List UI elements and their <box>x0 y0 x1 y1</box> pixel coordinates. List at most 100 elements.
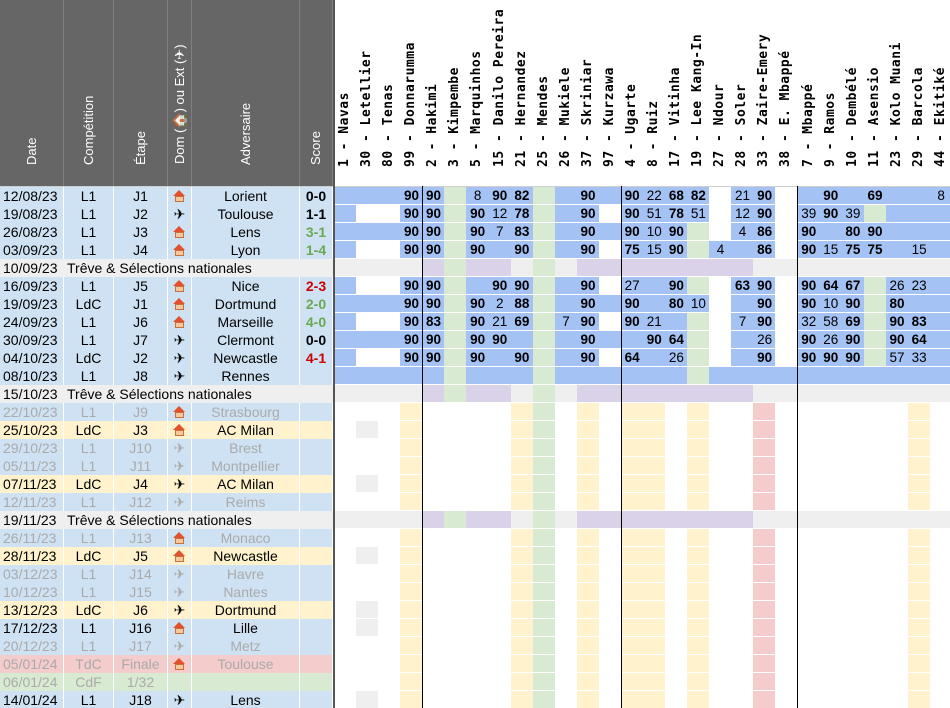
player-header[interactable]: 26 - Mukiele <box>554 0 577 186</box>
venue-cell[interactable]: ✈ <box>168 493 192 511</box>
player-header[interactable]: 37 - Skriniar <box>576 0 599 186</box>
player-header[interactable]: 23 - Kolo Muani <box>885 0 908 186</box>
venue-cell[interactable] <box>168 241 192 259</box>
match-row[interactable]: 04/10/23 LdC J2 ✈ Newcastle 4-1 90 90 90 90 90 64 26… <box>0 349 950 367</box>
match-row[interactable]: 19/08/23 L1 J2 ✈ Toulouse 1-1 90 90 90 12 78 90 90 51… <box>0 205 950 223</box>
venue-cell[interactable] <box>168 403 192 421</box>
break-row[interactable]: 15/10/23 Trêve & Sélections nationales <box>0 385 950 403</box>
match-row[interactable]: 26/08/23 L1 J3 Lens 3-1 90 90 90 7 83 90 90 10 90 4 86 9… <box>0 223 950 241</box>
player-header[interactable]: 9 - Ramos <box>819 0 842 186</box>
match-row[interactable]: 22/10/23 L1 J9 Strasbourg <box>0 403 950 421</box>
player-header[interactable]: 38 - E. Mbappé <box>775 0 798 186</box>
minutes-cell <box>378 583 401 601</box>
match-row[interactable]: 07/11/23 LdC J4 ✈ AC Milan <box>0 475 950 493</box>
venue-cell[interactable] <box>168 529 192 547</box>
venue-cell[interactable]: ✈ <box>168 583 192 601</box>
match-row[interactable]: 06/01/24 CdF 1/32 <box>0 673 950 691</box>
player-header[interactable]: 7 - Mbappé <box>797 0 820 186</box>
player-header[interactable]: 80 - Tenas <box>378 0 401 186</box>
player-header[interactable]: 2 - Hakimi <box>422 0 445 186</box>
venue-cell[interactable]: ✈ <box>168 601 192 619</box>
column-header-opponent[interactable]: Adversaire <box>192 0 300 186</box>
column-header-venue[interactable]: Dom (🏠) ou Ext (✈) <box>168 0 192 186</box>
venue-cell[interactable] <box>168 619 192 637</box>
player-header[interactable]: 19 - Lee Kang-In <box>687 0 710 186</box>
match-row[interactable]: 03/12/23 L1 J14 ✈ Havre <box>0 565 950 583</box>
match-row[interactable]: 12/11/23 L1 J12 ✈ Reims <box>0 493 950 511</box>
venue-cell[interactable] <box>168 673 192 691</box>
match-row[interactable]: 19/09/23 LdC J1 Dortmund 2-0 90 90 90 2 88 90 90 80 1… <box>0 295 950 313</box>
match-row[interactable]: 08/10/23 L1 J8 ✈ Rennes <box>0 367 950 385</box>
column-header-comp[interactable]: Compétition <box>64 0 114 186</box>
player-header[interactable]: 8 - Ruiz <box>642 0 666 186</box>
player-header[interactable]: 4 - Ugarte <box>620 0 643 186</box>
match-row[interactable]: 25/10/23 LdC J3 AC Milan <box>0 421 950 439</box>
minutes-cell <box>576 655 600 673</box>
match-row[interactable]: 05/11/23 L1 J11 ✈ Montpellier <box>0 457 950 475</box>
player-header[interactable]: 29 - Barcola <box>907 0 930 186</box>
venue-cell[interactable] <box>168 313 192 331</box>
player-header[interactable]: 21 - Hernandez <box>510 0 533 186</box>
player-header[interactable]: 33 - Zaire-Emery <box>753 0 776 186</box>
match-row[interactable]: 13/12/23 LdC J6 ✈ Dortmund <box>0 601 950 619</box>
minutes-cell <box>378 673 401 691</box>
venue-cell[interactable]: ✈ <box>168 331 192 349</box>
venue-cell[interactable] <box>168 223 192 241</box>
player-header[interactable]: 30 - Letellier <box>356 0 379 186</box>
minutes-cell <box>488 259 512 277</box>
venue-cell[interactable]: ✈ <box>168 367 192 385</box>
player-header[interactable]: 11 - Asensio <box>863 0 886 186</box>
venue-cell[interactable]: ✈ <box>168 205 192 223</box>
player-header[interactable]: 27 - Ndour <box>709 0 732 186</box>
match-row[interactable]: 12/08/23 L1 J1 Lorient 0-0 90 90 8 90 82 90 90 22 68 8… <box>0 187 950 205</box>
player-header[interactable]: 44 - Ekitiké <box>929 0 950 186</box>
minutes-cell <box>687 223 710 241</box>
minutes-cell: 33 <box>907 349 931 367</box>
venue-cell[interactable] <box>168 547 192 565</box>
venue-cell[interactable]: ✈ <box>168 475 192 493</box>
break-row[interactable]: 19/11/23 Trêve & Sélections nationales <box>0 511 950 529</box>
venue-cell[interactable]: ✈ <box>168 637 192 655</box>
match-row[interactable]: 28/11/23 LdC J5 Newcastle <box>0 547 950 565</box>
match-row[interactable]: 24/09/23 L1 J6 Marseille 4-0 90 83 90 21 69 7 90 90 2… <box>0 313 950 331</box>
column-header-score[interactable]: Score <box>300 0 333 186</box>
column-header-stage[interactable]: Étape <box>114 0 168 186</box>
match-row[interactable]: 29/10/23 L1 J10 ✈ Brest <box>0 439 950 457</box>
match-row[interactable]: 20/12/23 L1 J17 ✈ Metz <box>0 637 950 655</box>
venue-cell[interactable]: ✈ <box>168 691 192 708</box>
venue-cell[interactable] <box>168 655 192 673</box>
venue-cell[interactable] <box>168 187 192 205</box>
player-header[interactable]: 1 - Navas <box>334 0 357 186</box>
minutes-cell <box>378 691 401 708</box>
venue-cell[interactable]: ✈ <box>168 457 192 475</box>
minutes-cell <box>378 439 401 457</box>
minutes-cell <box>488 673 512 691</box>
match-row[interactable]: 16/09/23 L1 J5 Nice 2-3 90 90 90 90 90 27 90 63 90 90 6… <box>0 277 950 295</box>
break-row[interactable]: 10/09/23 Trêve & Sélections nationales <box>0 259 950 277</box>
player-header[interactable]: 99 - Donnarumma <box>400 0 423 186</box>
match-row[interactable]: 17/12/23 L1 J16 Lille <box>0 619 950 637</box>
match-row[interactable]: 05/01/24 TdC Finale Toulouse <box>0 655 950 673</box>
match-row[interactable]: 03/09/23 L1 J4 Lyon 1-4 90 90 90 90 90 75 15 90 4 86 90… <box>0 241 950 259</box>
player-header[interactable]: 10 - Dembélé <box>841 0 864 186</box>
venue-cell[interactable]: ✈ <box>168 349 192 367</box>
venue-cell[interactable]: ✈ <box>168 565 192 583</box>
venue-cell[interactable] <box>168 277 192 295</box>
player-header[interactable]: 97 - Kurzawa <box>598 0 621 186</box>
player-header[interactable]: 3 - Kimpembe <box>444 0 467 186</box>
venue-cell[interactable] <box>168 421 192 439</box>
match-row[interactable]: 10/12/23 L1 J15 ✈ Nantes <box>0 583 950 601</box>
match-row[interactable]: 30/09/23 L1 J7 ✈ Clermont 0-0 90 90 90 90 90 90 64 26… <box>0 331 950 349</box>
match-row[interactable]: 14/01/24 L1 J18 ✈ Lens <box>0 691 950 708</box>
player-header[interactable]: 17 - Vitinha <box>665 0 688 186</box>
venue-cell[interactable]: ✈ <box>168 439 192 457</box>
player-header[interactable]: 25 - Mendes <box>532 0 555 186</box>
minutes-cell <box>929 457 950 475</box>
player-header[interactable]: 15 - Danilo Pereira <box>488 0 511 186</box>
match-row[interactable]: 26/11/23 L1 J13 Monaco <box>0 529 950 547</box>
venue-cell[interactable] <box>168 295 192 313</box>
player-header[interactable]: 5 - Marquinhos <box>466 0 489 186</box>
player-header[interactable]: 28 - Soler <box>731 0 754 186</box>
score-cell: 0-0 <box>300 331 333 349</box>
column-header-date[interactable]: Date <box>0 0 64 186</box>
